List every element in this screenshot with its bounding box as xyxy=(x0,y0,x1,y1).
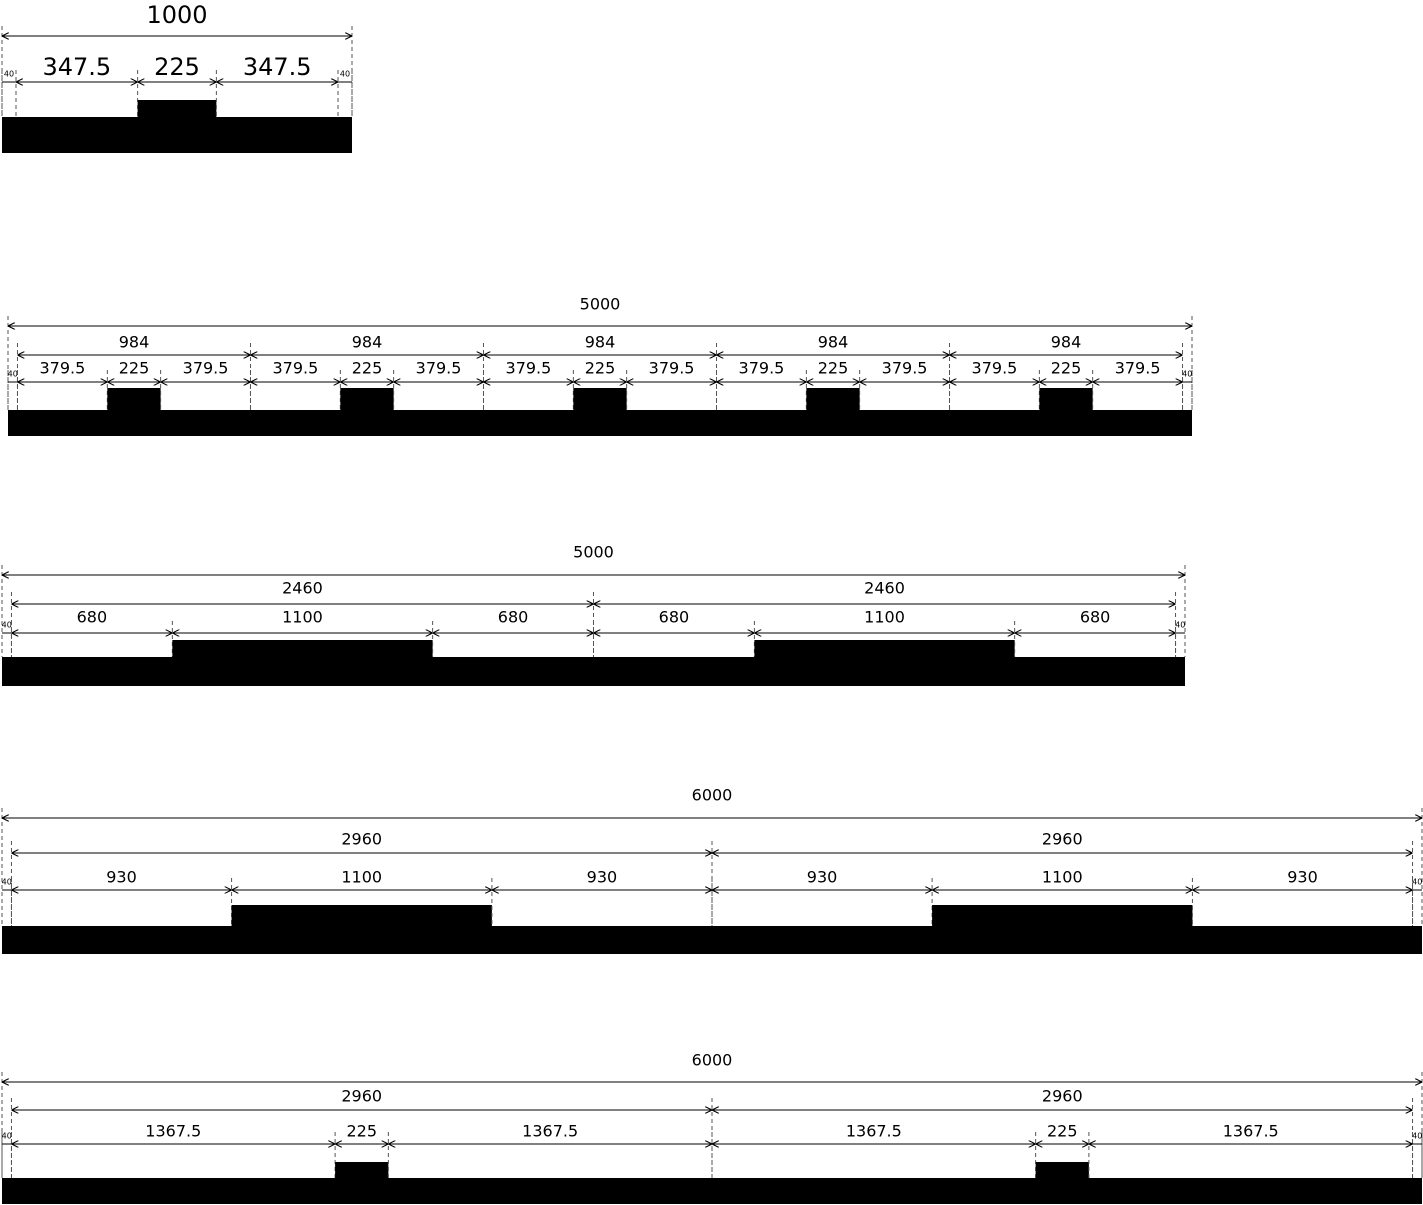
base-slab xyxy=(2,117,352,153)
dimension-label: 379.5 xyxy=(649,359,695,378)
base-slab xyxy=(2,657,1185,686)
dimension-label: 6000 xyxy=(692,786,733,805)
dimension-label: 2960 xyxy=(341,830,382,849)
dimension-label: 5000 xyxy=(573,543,614,562)
dimension-label: 379.5 xyxy=(183,359,229,378)
dimension-label: 225 xyxy=(1047,1122,1078,1141)
raised-block xyxy=(107,388,161,411)
dimension-label: 40 xyxy=(1175,621,1185,630)
dimension-label: 225 xyxy=(818,359,849,378)
dimension-label: 984 xyxy=(352,333,383,352)
dimension-label: 1100 xyxy=(864,608,905,627)
dimension-label: 40 xyxy=(1412,878,1422,887)
dimension-label: 379.5 xyxy=(1115,359,1161,378)
base-slab xyxy=(2,1178,1422,1204)
dimension-label: 2960 xyxy=(1042,1087,1083,1106)
dimension-label: 1367.5 xyxy=(1223,1122,1279,1141)
base-slab xyxy=(2,926,1422,954)
raised-block xyxy=(573,388,627,411)
dimension-label: 1100 xyxy=(1042,868,1083,887)
dimension-label: 379.5 xyxy=(739,359,785,378)
dimension-label: 1367.5 xyxy=(846,1122,902,1141)
raised-block xyxy=(806,388,860,411)
raised-block xyxy=(340,388,394,411)
dimension-label: 40 xyxy=(340,70,350,79)
dimension-label: 1367.5 xyxy=(522,1122,578,1141)
dimension-label: 2460 xyxy=(282,579,323,598)
raised-block xyxy=(754,640,1015,658)
dimension-label: 2960 xyxy=(1042,830,1083,849)
dimension-label: 379.5 xyxy=(882,359,928,378)
dimension-label: 225 xyxy=(352,359,383,378)
dimension-label: 680 xyxy=(1080,608,1111,627)
base-slab xyxy=(8,410,1192,436)
dimension-label: 930 xyxy=(807,868,838,887)
dimension-label: 1100 xyxy=(282,608,323,627)
dimension-label: 40 xyxy=(1412,1132,1422,1141)
dimension-label: 2460 xyxy=(864,579,905,598)
dimension-label: 40 xyxy=(2,621,12,630)
dimension-label: 984 xyxy=(818,333,849,352)
raised-block xyxy=(335,1162,389,1179)
dimension-label: 2960 xyxy=(341,1087,382,1106)
dimension-label: 379.5 xyxy=(506,359,552,378)
dimension-label: 930 xyxy=(106,868,137,887)
dimension-label: 1000 xyxy=(146,1,207,29)
dimension-label: 680 xyxy=(77,608,108,627)
dimension-label: 40 xyxy=(1182,370,1192,379)
dimension-label: 40 xyxy=(8,370,18,379)
dimension-label: 225 xyxy=(154,53,200,81)
raised-block xyxy=(1039,388,1093,411)
dimension-label: 225 xyxy=(346,1122,377,1141)
dimension-label: 379.5 xyxy=(39,359,85,378)
dimension-label: 225 xyxy=(585,359,616,378)
dimension-label: 984 xyxy=(585,333,616,352)
raised-block xyxy=(932,905,1193,927)
dimension-label: 984 xyxy=(1051,333,1082,352)
raised-block xyxy=(172,640,433,658)
dimension-label: 680 xyxy=(659,608,690,627)
dimension-label: 984 xyxy=(119,333,150,352)
dimension-label: 379.5 xyxy=(273,359,319,378)
dimension-label: 225 xyxy=(119,359,150,378)
raised-block xyxy=(1035,1162,1089,1179)
dimension-label: 680 xyxy=(498,608,529,627)
dimension-label: 40 xyxy=(2,1132,12,1141)
dimension-label: 347.5 xyxy=(243,53,312,81)
dimension-label: 1367.5 xyxy=(145,1122,201,1141)
dimension-label: 930 xyxy=(1287,868,1318,887)
dimension-label: 379.5 xyxy=(972,359,1018,378)
dimension-label: 379.5 xyxy=(416,359,462,378)
dimension-label: 930 xyxy=(587,868,618,887)
dimension-label: 347.5 xyxy=(42,53,111,81)
dimension-label: 40 xyxy=(4,70,14,79)
dimension-label: 5000 xyxy=(580,295,621,314)
dimension-label: 40 xyxy=(2,878,12,887)
dimension-label: 225 xyxy=(1051,359,1082,378)
dimension-label: 6000 xyxy=(692,1051,733,1070)
raised-block xyxy=(231,905,492,927)
dimension-label: 1100 xyxy=(341,868,382,887)
raised-block xyxy=(137,100,217,118)
